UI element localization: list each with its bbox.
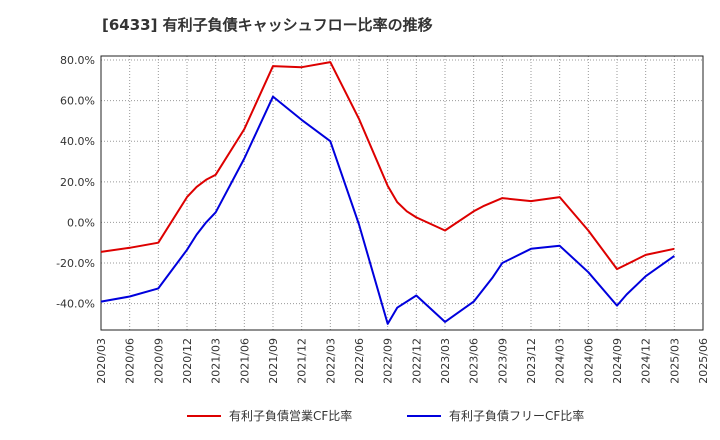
x-tick-label: 2024/12 <box>640 338 653 384</box>
x-tick-label: 2023/06 <box>468 338 481 384</box>
x-tick-label: 2022/12 <box>410 338 423 384</box>
x-tick-label: 2020/06 <box>124 338 137 384</box>
x-tick-label: 2020/09 <box>152 338 165 384</box>
x-tick-label: 2022/06 <box>353 338 366 384</box>
x-tick-label: 2021/12 <box>296 338 309 384</box>
x-tick-label: 2020/12 <box>181 338 194 384</box>
y-tick-label: 80.0% <box>60 54 95 67</box>
x-tick-label: 2021/06 <box>238 338 251 384</box>
y-tick-label: 20.0% <box>60 176 95 189</box>
y-tick-label: -40.0% <box>56 298 95 311</box>
y-tick-label: 40.0% <box>60 135 95 148</box>
x-tick-label: 2021/03 <box>210 338 223 384</box>
x-tick-label: 2022/09 <box>382 338 395 384</box>
y-tick-label: 60.0% <box>60 95 95 108</box>
x-tick-label: 2025/06 <box>697 338 710 384</box>
series-line-2 <box>100 95 675 325</box>
x-tick-label: 2024/06 <box>582 338 595 384</box>
plot-area-border <box>100 55 704 331</box>
legend: 有利子負債営業CF比率 有利子負債フリーCF比率 <box>187 408 584 423</box>
y-axis-ticks: 80.0% 60.0% 40.0% 20.0% 0.0% -20.0% -40.0% <box>56 54 95 311</box>
x-axis-ticks: 2020/03 2020/06 2020/09 2020/12 2021/03 2021/… <box>95 338 710 384</box>
y-tick-label: 0.0% <box>67 216 95 229</box>
x-tick-label: 2023/09 <box>496 338 509 384</box>
legend-label-1: 有利子負債営業CF比率 <box>229 408 352 423</box>
x-tick-label: 2025/03 <box>668 338 681 384</box>
grid <box>100 56 704 330</box>
x-tick-label: 2020/03 <box>95 338 108 384</box>
series-lines <box>100 61 675 325</box>
legend-label-2: 有利子負債フリーCF比率 <box>449 408 584 423</box>
y-tick-label: -20.0% <box>56 257 95 270</box>
x-tick-label: 2022/03 <box>324 338 337 384</box>
x-tick-label: 2021/09 <box>267 338 280 384</box>
x-tick-label: 2024/09 <box>611 338 624 384</box>
x-tick-label: 2024/03 <box>554 338 567 384</box>
x-tick-label: 2023/12 <box>525 338 538 384</box>
series-line-1 <box>100 61 675 271</box>
x-tick-label: 2023/03 <box>439 338 452 384</box>
chart-title: [6433] 有利子負債キャッシュフロー比率の推移 <box>102 16 433 34</box>
